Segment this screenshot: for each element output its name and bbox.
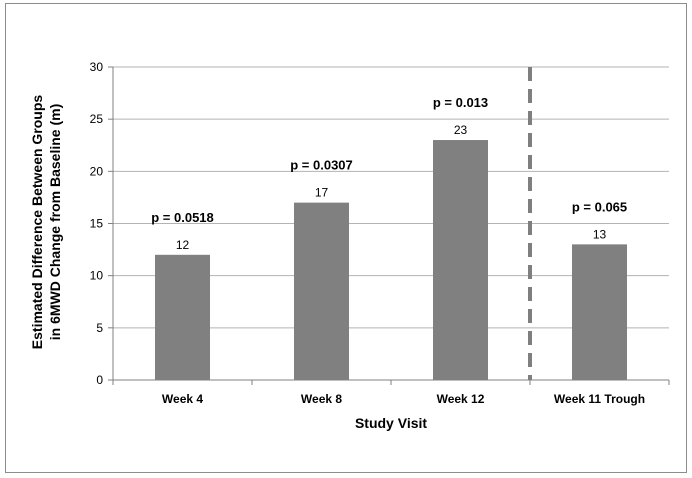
x-category-label: Week 12 [437, 392, 485, 406]
bar [294, 202, 349, 380]
y-axis-title-line-1: Estimated Difference Between Groups [29, 95, 45, 350]
p-value-label: p = 0.065 [572, 199, 627, 214]
data-label: 17 [315, 186, 329, 200]
data-label: 13 [593, 227, 607, 241]
y-tick-label: 30 [90, 60, 104, 74]
y-axis-title-line-2: in 6MWD Change from Baseline (m) [47, 104, 63, 340]
p-value-label: p = 0.0307 [290, 158, 353, 173]
x-category-label: Week 11 Trough [554, 392, 645, 406]
data-label: 12 [176, 238, 190, 252]
y-axis-title: Estimated Difference Between Groups in 6… [29, 95, 63, 350]
y-tick-label: 20 [90, 164, 104, 178]
x-category-label: Week 8 [301, 392, 342, 406]
axes: 0 5 10 15 20 25 30 [90, 60, 670, 387]
y-tick-label: 0 [96, 373, 103, 387]
x-axis-title: Study Visit [355, 415, 427, 431]
bar [572, 244, 627, 380]
p-value-label: p = 0.0518 [151, 210, 214, 225]
y-tick-label: 10 [90, 269, 104, 283]
p-value-label: p = 0.013 [433, 95, 488, 110]
bar [433, 140, 488, 380]
y-tick-label: 25 [90, 112, 104, 126]
y-tick-label: 5 [96, 321, 103, 335]
labels: 12 p = 0.0518 Week 4 17 p = 0.0307 Week 8 23 p … [151, 95, 645, 406]
data-label: 23 [454, 123, 468, 137]
x-category-label: Week 4 [162, 392, 203, 406]
bar [155, 254, 210, 380]
bars [155, 140, 627, 380]
y-tick-label: 15 [90, 217, 104, 231]
